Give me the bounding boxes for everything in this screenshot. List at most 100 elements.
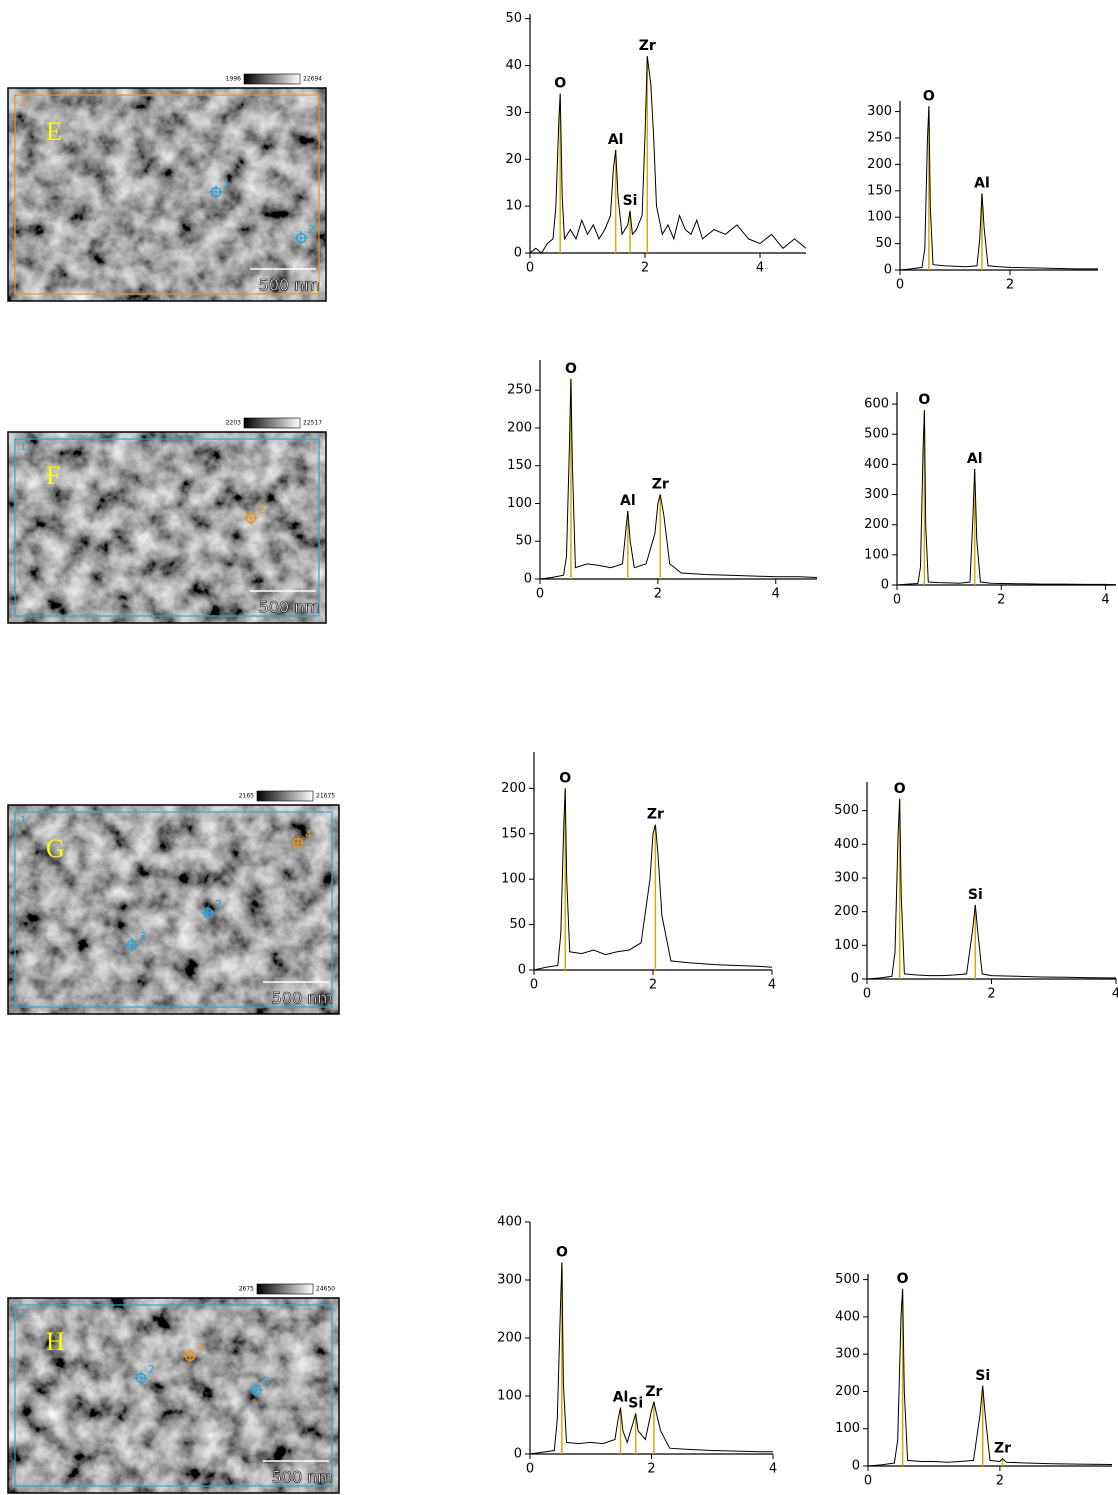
y-tick-label: 250 — [867, 130, 892, 145]
image-border — [7, 431, 327, 624]
peak-label: O — [565, 361, 577, 377]
point-cross — [249, 1383, 263, 1397]
y-tick-label: 400 — [835, 1309, 860, 1324]
roi-label: 1 — [20, 1308, 26, 1319]
x-tick-label: 2 — [996, 1474, 1004, 1489]
point-cross — [244, 511, 258, 525]
y-tick-label: 0 — [514, 246, 522, 261]
point-label: 3 — [139, 930, 146, 943]
y-tick-label: 150 — [501, 826, 526, 841]
point-label: 2 — [215, 898, 222, 911]
spectrum-line — [529, 1262, 773, 1455]
x-tick-label: 0 — [526, 1462, 534, 1477]
x-tick-label: 2 — [997, 593, 1005, 608]
peak-label: Al — [613, 1390, 629, 1406]
point-cross — [183, 1349, 197, 1363]
spectrum-line — [867, 1288, 1113, 1467]
x-tick-label: 2 — [1006, 278, 1014, 293]
point-cross — [291, 836, 305, 850]
sem-image — [8, 88, 326, 301]
point-label: 1 — [223, 177, 230, 190]
peak-label: Al — [974, 175, 990, 191]
y-tick-label: 400 — [497, 1215, 522, 1230]
peak-label: O — [894, 781, 906, 797]
colorbar-max: 21675 — [316, 793, 335, 800]
y-tick-label: 150 — [507, 458, 532, 473]
colorbar — [256, 1283, 314, 1295]
x-tick-label: 4 — [769, 1462, 777, 1477]
x-tick-label: 2 — [649, 978, 657, 993]
y-tick-label: 0 — [851, 972, 859, 987]
point-label: 2 — [148, 1363, 155, 1376]
colorbar-max: 24650 — [316, 1286, 335, 1293]
peak-label: O — [897, 1271, 909, 1287]
peak-label: Al — [620, 493, 636, 509]
point-label: 4 — [197, 1341, 204, 1354]
peak-label: O — [556, 1245, 568, 1261]
y-tick-label: 0 — [881, 578, 889, 593]
x-tick-label: 0 — [530, 978, 538, 993]
point-label: 2 — [308, 223, 315, 236]
scale-bar-label: 500 nm — [259, 276, 320, 295]
y-tick-label: 300 — [497, 1273, 522, 1288]
y-tick-label: 150 — [867, 183, 892, 198]
x-tick-label: 0 — [893, 593, 901, 608]
y-tick-label: 100 — [864, 547, 889, 562]
y-tick-label: 50 — [509, 917, 526, 932]
y-tick-label: 250 — [507, 383, 532, 398]
y-tick-label: 200 — [835, 1384, 860, 1399]
panel-letter: E — [46, 117, 62, 146]
y-tick-label: 500 — [835, 1272, 860, 1287]
panel-letter: F — [46, 461, 60, 490]
y-tick-label: 500 — [864, 427, 889, 442]
x-tick-label: 0 — [526, 261, 534, 276]
y-tick-label: 300 — [864, 487, 889, 502]
peak-label: Zr — [639, 38, 656, 54]
x-tick-label: 4 — [1112, 987, 1118, 1002]
image-border — [7, 804, 340, 1015]
peak-label: Al — [967, 451, 983, 467]
x-tick-label: 0 — [896, 278, 904, 293]
x-tick-label: 4 — [1101, 593, 1109, 608]
spectrum-line — [896, 410, 1117, 586]
spectrum-line — [899, 106, 1098, 271]
scale-bar-label: 500 nm — [272, 989, 333, 1008]
roi-frame — [14, 94, 320, 295]
y-tick-label: 400 — [834, 837, 859, 852]
peak-label: Si — [623, 193, 638, 209]
x-tick-label: 0 — [864, 1474, 872, 1489]
roi-label: 1 — [20, 815, 26, 826]
y-tick-label: 100 — [867, 210, 892, 225]
peak-label: Zr — [652, 476, 669, 492]
point-cross — [209, 185, 223, 199]
y-tick-label: 30 — [505, 105, 522, 120]
point-label: 2 — [258, 503, 265, 516]
x-tick-label: 4 — [756, 261, 764, 276]
peak-label: Zr — [647, 807, 664, 823]
peak-label: Zr — [645, 1384, 662, 1400]
y-tick-label: 0 — [852, 1459, 860, 1474]
y-tick-label: 200 — [834, 904, 859, 919]
y-tick-label: 0 — [518, 963, 526, 978]
y-tick-label: 100 — [497, 1389, 522, 1404]
colorbar-min: 2203 — [226, 420, 241, 427]
point-cross — [125, 938, 139, 952]
y-tick-label: 200 — [867, 157, 892, 172]
spectrum-line — [539, 378, 818, 580]
y-tick-label: 40 — [505, 58, 522, 73]
y-tick-label: 500 — [834, 803, 859, 818]
y-tick-label: 10 — [505, 199, 522, 214]
colorbar-max: 22517 — [303, 420, 322, 427]
y-tick-label: 200 — [501, 781, 526, 796]
panel-letter: G — [46, 834, 65, 863]
y-tick-label: 400 — [864, 457, 889, 472]
y-tick-label: 200 — [507, 420, 532, 435]
peak-label: Al — [608, 132, 624, 148]
colorbar-min: 2675 — [239, 1286, 254, 1293]
peak-label: O — [923, 88, 935, 104]
roi-label: 3 — [20, 98, 26, 109]
panel-letter: H — [46, 1327, 65, 1356]
colorbar-min: 2165 — [239, 793, 254, 800]
spectrum-line — [866, 798, 1117, 980]
y-tick-label: 0 — [884, 263, 892, 278]
